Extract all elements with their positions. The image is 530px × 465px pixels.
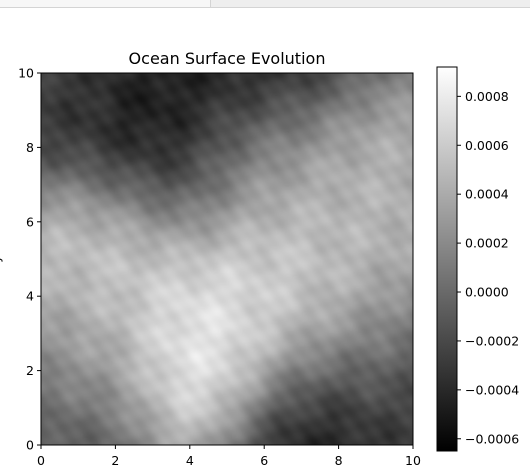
colorbar-tick-label: 0.0002 <box>465 236 509 251</box>
y-tick-label: 0 <box>26 438 34 453</box>
window-tab-fragment[interactable] <box>0 0 211 7</box>
colorbar-tick-label: −0.0006 <box>465 431 519 446</box>
y-tick-label: 10 <box>18 66 34 81</box>
colorbar-tick-label: −0.0002 <box>465 333 519 348</box>
y-axis-label: y <box>0 255 3 263</box>
y-axis: 0 2 4 6 8 10 <box>18 66 41 453</box>
x-tick-label: 0 <box>37 453 45 465</box>
x-axis: 0 2 4 6 8 10 <box>37 445 421 465</box>
y-tick-label: 8 <box>26 140 34 155</box>
colorbar-tick-label: 0.0004 <box>465 187 509 202</box>
y-tick-label: 2 <box>26 363 34 378</box>
colorbar-tick-label: 0.0008 <box>465 89 509 104</box>
y-tick-label: 4 <box>26 289 34 304</box>
colorbar-gradient <box>436 66 458 452</box>
plot-frame <box>40 72 414 446</box>
chart-title: Ocean Surface Evolution <box>129 49 326 68</box>
x-tick-label: 2 <box>111 453 119 465</box>
y-tick-label: 6 <box>26 214 34 229</box>
colorbar: 0.0008 0.0006 0.0004 0.0002 0.0000 −0.0002 −0.… <box>436 66 519 452</box>
heatmap-raster <box>41 73 413 445</box>
window-topbar <box>0 0 530 8</box>
colorbar-tick-label: 0.0000 <box>465 285 509 300</box>
x-tick-label: 8 <box>335 453 343 465</box>
x-tick-label: 4 <box>186 453 194 465</box>
x-tick-label: 10 <box>405 453 421 465</box>
colorbar-tick-label: −0.0004 <box>465 382 519 397</box>
colorbar-tick-label: 0.0006 <box>465 138 509 153</box>
heatmap-image <box>40 72 414 446</box>
x-tick-label: 6 <box>260 453 268 465</box>
